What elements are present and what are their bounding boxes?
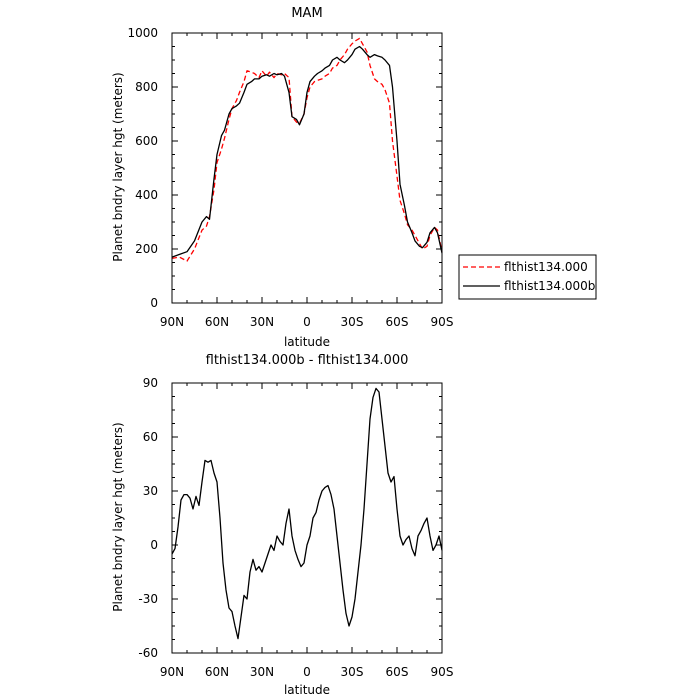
top-chart-title: MAM [291,6,322,21]
t-y-tick-label: 0 [150,296,158,310]
bottom-chart-frame [171,382,443,654]
t-y-tick-label: 200 [135,242,158,256]
t-y-tick-label: 600 [135,134,158,148]
bottom-chart-panel: flthist134.000b - flthist134.000 Planet … [111,353,453,697]
b-x-tick-label: 0 [303,665,311,679]
t-y-tick-label: 800 [135,80,158,94]
b-y-tick-label: 60 [143,430,158,444]
t-series-line-1 [171,37,443,262]
top-chart-frame [171,32,443,304]
top-chart-ticks: 90N 60N 30N 0 30S 60S 90S 0 200 400 600 800 1000 [127,26,453,329]
t-x-tick-label: 0 [303,315,311,329]
t-x-tick-label: 30N [250,315,274,329]
t-x-tick-label: 60S [386,315,409,329]
b-y-tick-label: -60 [138,646,158,660]
b-y-tick-label: 90 [143,376,158,390]
legend-label-series-2: flthist134.000b [504,279,595,293]
b-y-tick-label: 0 [150,538,158,552]
legend-label-series-1: flthist134.000 [504,260,588,274]
bottom-chart-title: flthist134.000b - flthist134.000 [206,353,409,368]
b-x-tick-label: 60N [205,665,229,679]
bottom-chart-y-axis-label: Planet bndry layer hgt (meters) [111,422,125,612]
t-y-tick-label: 1000 [127,26,158,40]
top-chart-y-axis-label: Planet bndry layer hgt (meters) [111,72,125,262]
bottom-chart-plot-area [171,387,443,640]
t-series-line-2 [171,45,443,258]
b-x-tick-label: 60S [386,665,409,679]
b-x-tick-label: 30N [250,665,274,679]
bottom-chart-x-axis-label: latitude [284,683,330,697]
legend-box [458,254,597,300]
top-chart-panel: MAM Planet bndry layer hgt (meters) lati… [111,6,597,349]
b-x-tick-label: 90S [431,665,454,679]
b-y-tick-label: 30 [143,484,158,498]
b-y-tick-label: -30 [138,592,158,606]
legend: flthist134.000 flthist134.000b [458,254,597,300]
t-x-tick-label: 90S [431,315,454,329]
b-x-tick-label: 90N [160,665,184,679]
t-x-tick-label: 30S [341,315,364,329]
t-y-tick-label: 400 [135,188,158,202]
top-chart-x-axis-label: latitude [284,335,330,349]
t-x-tick-label: 90N [160,315,184,329]
b-x-tick-label: 30S [341,665,364,679]
t-x-tick-label: 60N [205,315,229,329]
b-series-line-1 [171,387,443,640]
bottom-chart-ticks: 90N 60N 30N 0 30S 60S 90S -60 -30 0 30 60 90 [138,376,453,679]
top-chart-plot-area [171,37,443,262]
